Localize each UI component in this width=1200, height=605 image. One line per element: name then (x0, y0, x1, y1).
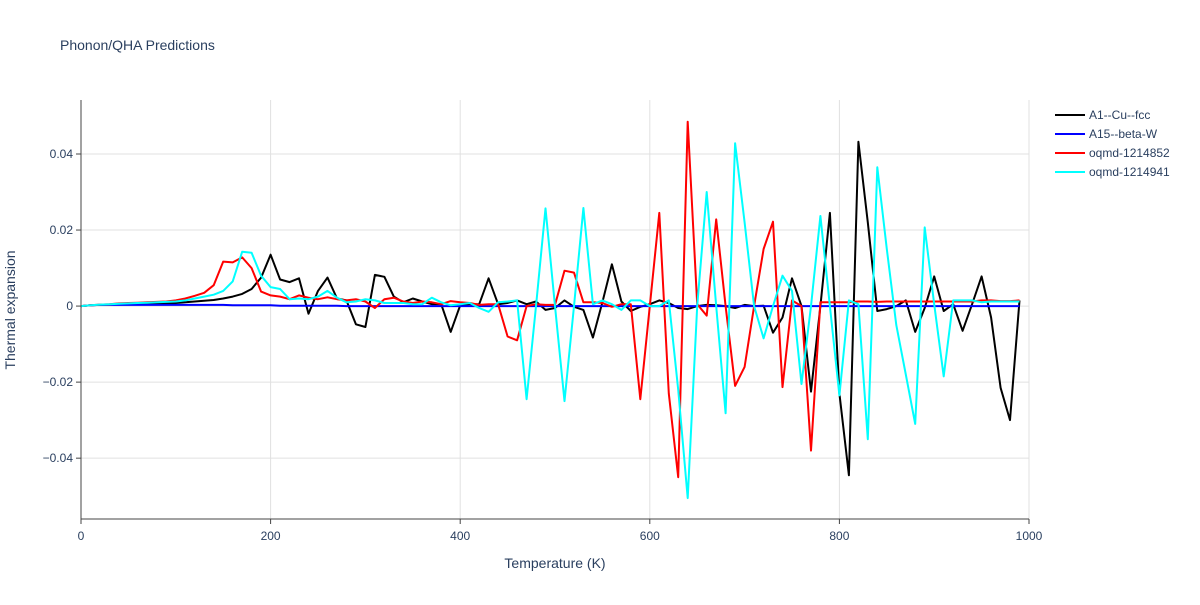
x-tick-label: 600 (640, 529, 660, 543)
legend-label: oqmd-1214941 (1089, 165, 1170, 179)
x-axis-label: Temperature (K) (504, 555, 605, 571)
y-axis-label: Thermal expansion (2, 250, 18, 369)
x-tick-label: 400 (450, 529, 470, 543)
tick-labels: 0 200 400 600 800 1000 −0.04 −0.02 0 0.02 0.04 (43, 147, 1043, 543)
y-tick-label: 0.04 (50, 147, 74, 161)
series-line-A1--Cu--fcc (80, 140, 1021, 477)
series-line-A15--beta-W (80, 303, 1020, 308)
grid (76, 100, 1030, 524)
y-tick-label: 0 (66, 299, 73, 313)
series-lines (80, 120, 1021, 500)
legend-label: oqmd-1214852 (1089, 146, 1170, 160)
legend-item[interactable]: A1--Cu--fcc (1055, 108, 1150, 122)
legend[interactable]: A1--Cu--fcc A15--beta-W oqmd-1214852 oqmd-1… (1055, 108, 1170, 179)
x-tick-label: 800 (829, 529, 849, 543)
legend-label: A1--Cu--fcc (1089, 108, 1150, 122)
legend-item[interactable]: oqmd-1214852 (1055, 146, 1170, 160)
y-tick-label: −0.04 (43, 451, 74, 465)
y-tick-label: 0.02 (50, 223, 74, 237)
legend-label: A15--beta-W (1089, 127, 1158, 141)
legend-item[interactable]: oqmd-1214941 (1055, 165, 1170, 179)
chart-title: Phonon/QHA Predictions (60, 37, 215, 53)
x-tick-label: 1000 (1016, 529, 1043, 543)
series-line-oqmd-1214941 (80, 142, 1020, 500)
x-tick-label: 200 (261, 529, 281, 543)
y-tick-label: −0.02 (43, 375, 74, 389)
axes (80, 100, 1029, 520)
series-line-oqmd-1214852 (80, 120, 1020, 479)
legend-item[interactable]: A15--beta-W (1055, 127, 1158, 141)
x-tick-label: 0 (78, 529, 85, 543)
